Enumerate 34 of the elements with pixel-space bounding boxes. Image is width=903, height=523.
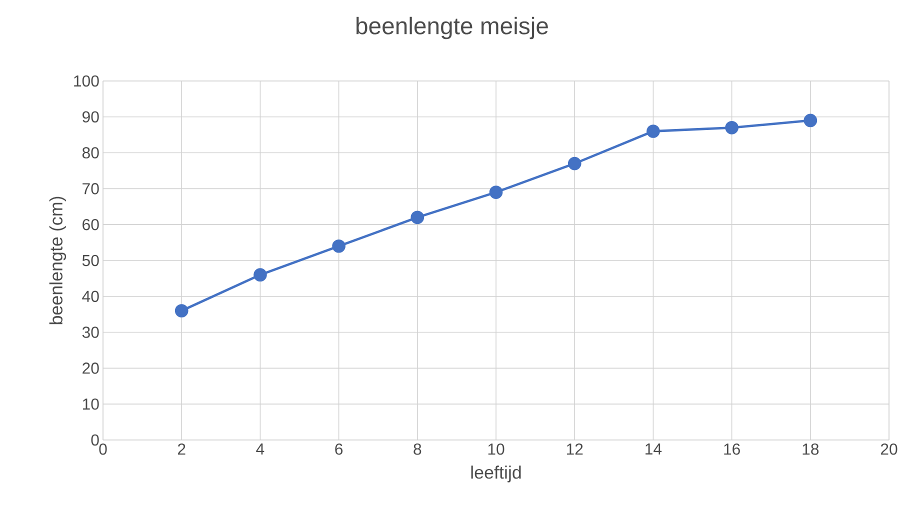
x-tick-label: 18 (802, 444, 819, 455)
x-tick-label: 8 (414, 444, 422, 455)
y-tick-label: 100 (74, 75, 99, 87)
point (174, 304, 188, 318)
y-tick-label: 40 (82, 290, 99, 302)
point (254, 268, 267, 282)
point (568, 156, 582, 170)
y-axis-title: beenlengte (cm) (49, 196, 66, 324)
x-tick-label: 20 (880, 444, 898, 455)
y-tick-label: 10 (82, 398, 99, 410)
x-tick-label: 14 (646, 444, 662, 454)
x-axis-title: leeftijd (471, 466, 521, 482)
chart-title: beenlengte meisje (356, 16, 548, 40)
x-tick-label: 16 (724, 444, 740, 455)
point (332, 239, 346, 253)
y-tick-label: 60 (82, 218, 99, 230)
y-tick-label: 80 (82, 147, 99, 158)
point (725, 120, 738, 134)
x-tick-label: 12 (566, 444, 583, 455)
x-tick-label: 0 (99, 444, 107, 455)
y-tick-label: 50 (82, 254, 99, 266)
point (489, 186, 503, 199)
x-tick-label: 10 (488, 444, 504, 455)
point (804, 114, 818, 128)
x-tick-label: 2 (178, 444, 186, 455)
y-tick-label: 30 (82, 326, 99, 338)
y-tick-label: 0 (91, 434, 99, 446)
x-tick-label: 4 (256, 444, 264, 454)
y-tick-label: 70 (82, 183, 99, 194)
y-tick-label: 20 (82, 362, 99, 374)
point (410, 210, 424, 224)
x-tick-label: 6 (335, 444, 343, 455)
y-tick-label: 90 (82, 111, 99, 123)
point (646, 124, 660, 138)
